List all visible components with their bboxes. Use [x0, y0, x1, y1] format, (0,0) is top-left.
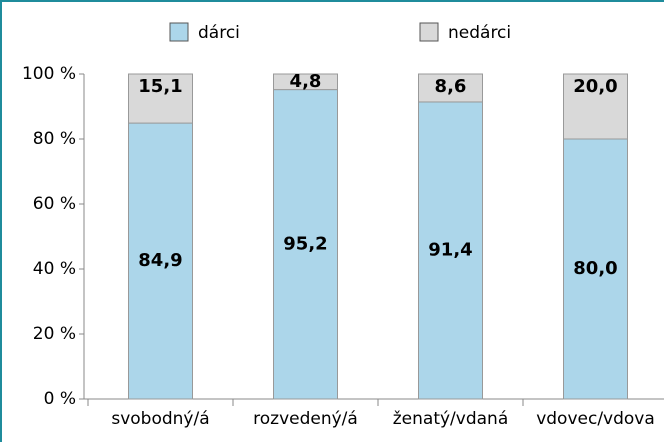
y-tick-label: 60 %	[33, 194, 76, 214]
data-label: 84,9	[138, 250, 182, 271]
bar-segment	[273, 89, 338, 400]
data-label: 80,0	[573, 258, 617, 279]
bar-segment	[418, 73, 483, 103]
legend-swatch	[169, 22, 189, 42]
legend-swatch	[419, 22, 439, 42]
data-label: 15,1	[138, 76, 182, 97]
bar-segment	[418, 101, 483, 400]
x-tick-label: ženatý/vdaná	[393, 409, 509, 429]
data-label: 20,0	[573, 76, 617, 97]
data-label: 91,4	[428, 239, 472, 260]
bar-segment	[128, 73, 193, 124]
data-label: 8,6	[435, 76, 467, 97]
y-tick-label: 20 %	[33, 324, 76, 344]
y-tick-label: 0 %	[44, 389, 76, 409]
y-tick-label: 40 %	[33, 259, 76, 279]
bar-segment	[273, 73, 338, 91]
legend-label: nedárci	[448, 23, 511, 43]
y-tick-label: 100 %	[22, 64, 76, 84]
data-label: 4,8	[290, 71, 322, 92]
y-tick-label: 80 %	[33, 129, 76, 149]
legend-label: dárci	[198, 23, 240, 43]
x-tick-label: rozvedený/á	[253, 409, 358, 429]
bar-segment	[563, 138, 628, 400]
x-tick-label: vdovec/vdova	[536, 409, 655, 429]
bar-segment	[563, 73, 628, 140]
data-label: 95,2	[283, 233, 327, 254]
x-tick-label: svobodný/á	[111, 409, 209, 429]
